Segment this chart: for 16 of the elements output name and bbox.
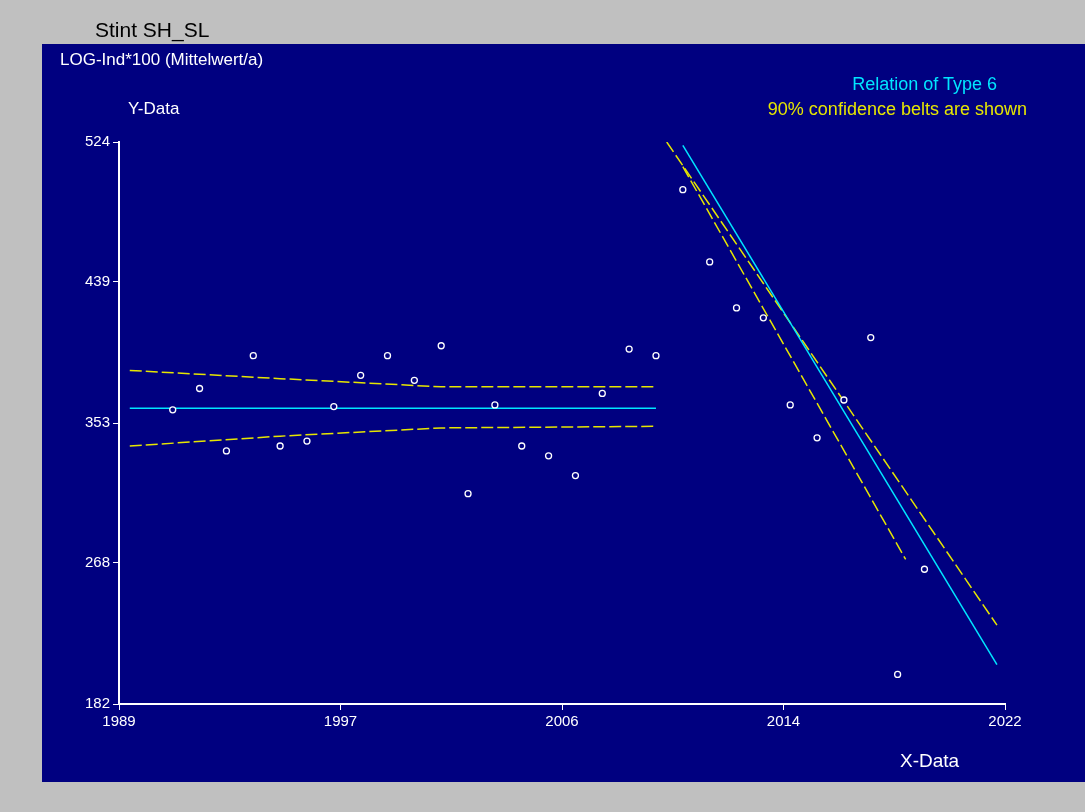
y-tick-label: 268 (85, 552, 111, 570)
chart-subtitle: LOG-Ind*100 (Mittelwert/a) (60, 50, 264, 70)
text: Relation of Type 6 (852, 74, 997, 95)
x-tick-label: 2014 (766, 712, 801, 730)
chart-title: Stint SH_SL (95, 18, 210, 42)
x-tick-label: 1997 (323, 712, 358, 730)
y-tick-label: 353 (85, 413, 111, 431)
x-tick-label: 2006 (545, 712, 579, 730)
y-axis-title: Y-Data (128, 99, 180, 119)
x-axis-title: X-Data (900, 750, 960, 772)
y-tick-label: 439 (85, 271, 111, 289)
x-tick-label: 1989 (102, 712, 136, 730)
y-tick-label: 182 (85, 694, 111, 712)
text: 90% confidence belts are shown (767, 99, 1027, 120)
x-tick-label: 2022 (988, 712, 1022, 730)
y-tick-label: 524 (85, 132, 111, 150)
